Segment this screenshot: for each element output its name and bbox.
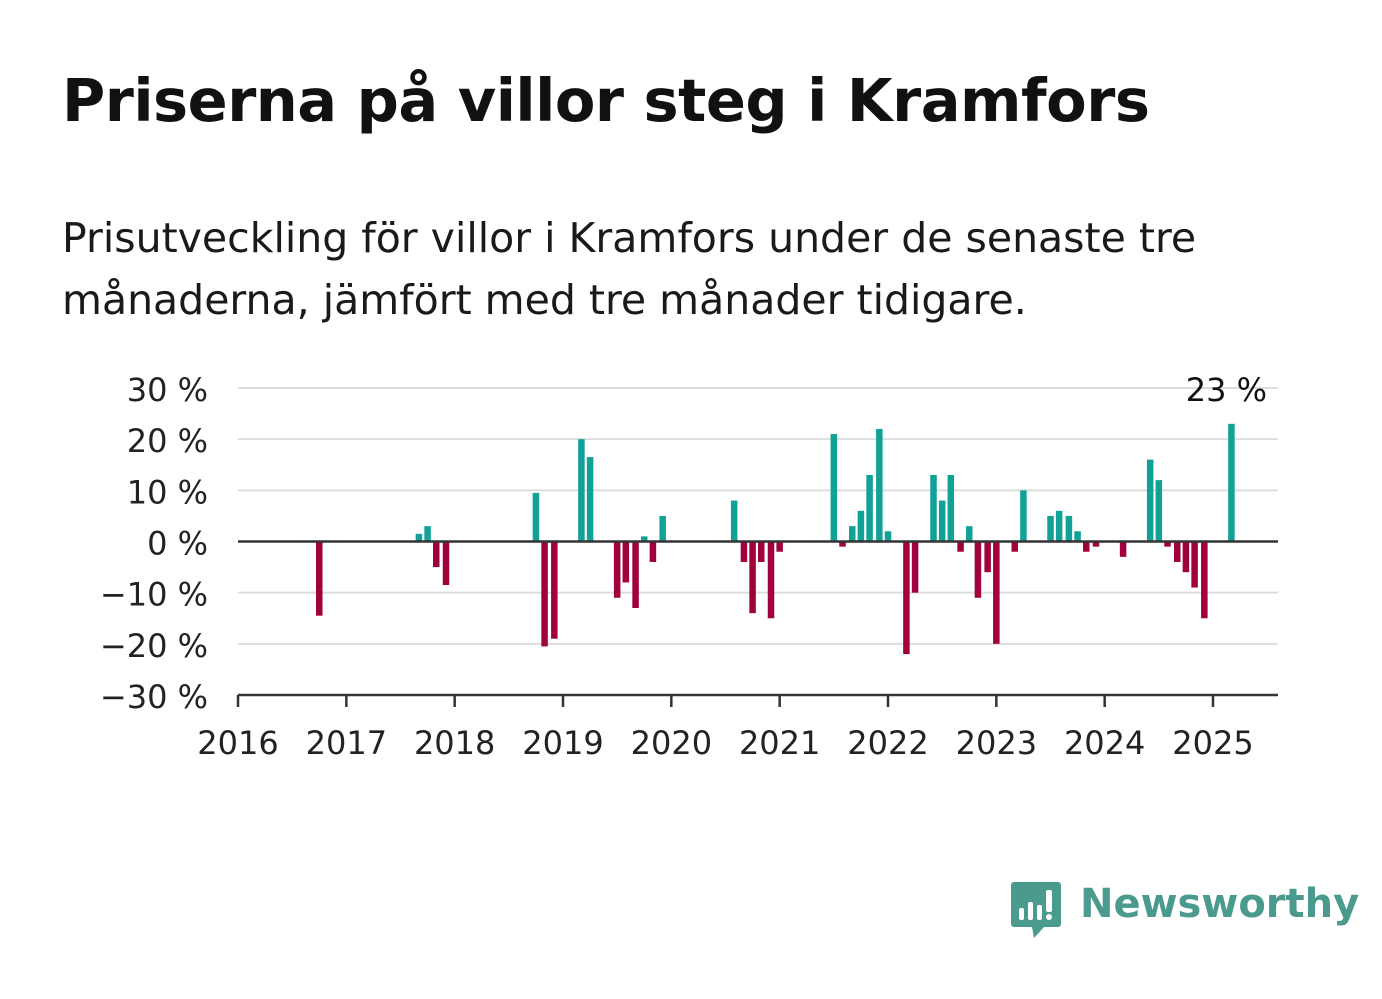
bar xyxy=(758,541,765,562)
grid-lines xyxy=(238,387,1278,645)
annotation-label: 23 % xyxy=(1186,371,1267,409)
bar xyxy=(876,428,883,542)
bar xyxy=(993,541,1000,644)
bar xyxy=(957,541,964,552)
bar xyxy=(586,457,594,542)
bar xyxy=(767,541,775,619)
x-tick-label: 2016 xyxy=(197,724,278,762)
bar xyxy=(1047,515,1054,542)
y-tick-label: 0 % xyxy=(147,525,208,563)
y-tick-label: 20 % xyxy=(127,422,208,460)
bar xyxy=(632,541,639,609)
y-tick-label: 10 % xyxy=(127,473,208,511)
bar xyxy=(776,541,783,552)
bar xyxy=(1191,541,1198,588)
bar xyxy=(1174,541,1181,562)
bar xyxy=(911,541,919,593)
bar xyxy=(984,541,991,573)
bar xyxy=(578,439,585,542)
bar xyxy=(903,541,910,655)
bar xyxy=(649,541,657,562)
bar xyxy=(740,541,748,562)
bar xyxy=(930,474,937,542)
bar xyxy=(1055,510,1063,542)
bar xyxy=(1083,541,1090,552)
bar xyxy=(1228,423,1235,542)
bar xyxy=(974,541,982,598)
bar xyxy=(1146,459,1154,542)
y-tick-label: −10 % xyxy=(100,576,208,614)
bar xyxy=(866,474,873,542)
bar xyxy=(424,526,431,542)
bar xyxy=(1020,490,1027,542)
x-tick-label: 2020 xyxy=(631,724,712,762)
bar xyxy=(730,500,738,542)
axes xyxy=(236,540,1278,707)
bar xyxy=(659,515,666,542)
chart-title: Priserna på villor steg i Kramfors xyxy=(62,66,1150,135)
bar xyxy=(1092,541,1100,547)
bars xyxy=(316,423,1235,655)
bar xyxy=(947,474,955,542)
bar xyxy=(415,533,423,542)
bar xyxy=(884,531,892,542)
x-tick-label: 2025 xyxy=(1172,724,1253,762)
bar xyxy=(938,500,946,542)
x-tick-label: 2019 xyxy=(522,724,603,762)
x-tick-label: 2017 xyxy=(306,724,387,762)
bar xyxy=(1074,531,1081,542)
bar xyxy=(849,526,856,542)
bar xyxy=(839,541,846,547)
bar xyxy=(1201,541,1208,619)
y-tick-label: 30 % xyxy=(127,371,208,409)
newsworthy-logo-icon xyxy=(1011,882,1061,938)
bar xyxy=(613,541,621,598)
bar xyxy=(541,541,548,647)
bar xyxy=(1065,515,1073,542)
bar xyxy=(1011,541,1018,552)
bar xyxy=(622,541,630,583)
bar xyxy=(641,536,648,542)
x-tick-label: 2018 xyxy=(414,724,495,762)
bar xyxy=(532,492,540,542)
brand-logo: Newsworthy xyxy=(1010,878,1359,942)
bar xyxy=(966,526,973,542)
bar xyxy=(830,434,838,542)
y-tick-label: −20 % xyxy=(100,627,208,665)
x-tick-label: 2023 xyxy=(956,724,1037,762)
brand-name: Newsworthy xyxy=(1080,881,1360,927)
bar xyxy=(316,541,323,616)
bar xyxy=(857,510,865,542)
bar xyxy=(1155,480,1163,542)
bar xyxy=(1182,541,1190,573)
bar xyxy=(749,541,756,614)
x-tick-label: 2022 xyxy=(847,724,928,762)
bar xyxy=(433,541,440,568)
bar xyxy=(1164,541,1171,547)
bar xyxy=(442,541,450,585)
x-tick-label: 2021 xyxy=(739,724,820,762)
bar xyxy=(551,541,558,639)
y-tick-label: −30 % xyxy=(100,678,208,716)
bar xyxy=(1119,541,1127,557)
chart-subtitle: Prisutveckling för villor i Kramfors und… xyxy=(62,214,1197,324)
x-tick-label: 2024 xyxy=(1064,724,1145,762)
tick-labels: −30 % −20 % −10 % 0 % 10 % 20 % 30 % 2016 2017 20… xyxy=(100,371,1267,762)
